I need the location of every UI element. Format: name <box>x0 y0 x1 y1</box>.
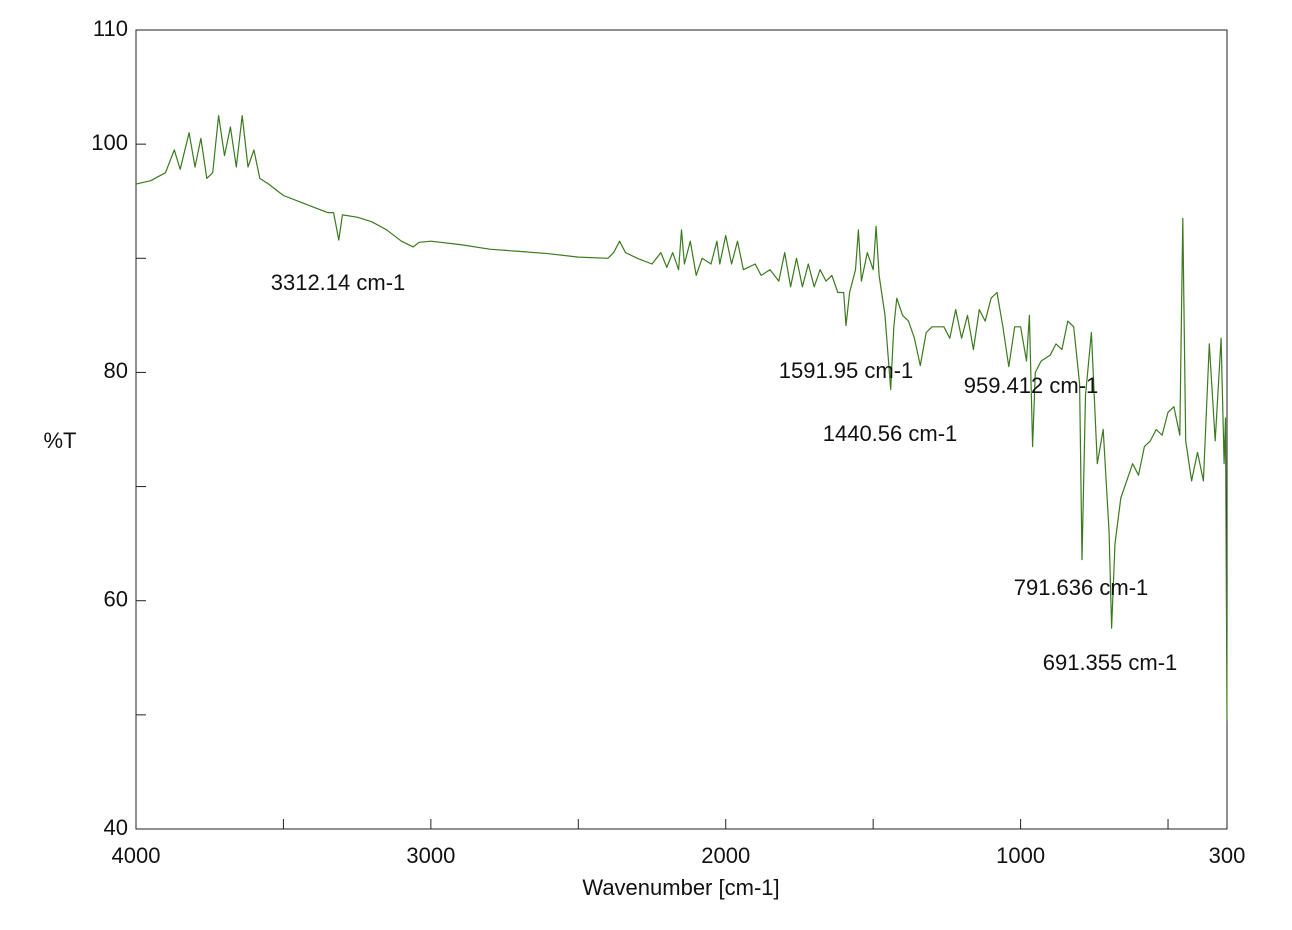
spectrum-line <box>135 115 1228 721</box>
y-tick-label: 110 <box>93 16 128 41</box>
x-tick-label: 1000 <box>996 843 1045 868</box>
peak-label: 959.412 cm-1 <box>964 373 1099 398</box>
x-tick-label: 3000 <box>406 843 455 868</box>
x-tick-label: 300 <box>1209 843 1246 868</box>
peak-label: 3312.14 cm-1 <box>271 270 406 295</box>
y-axis-label: %T <box>44 428 77 453</box>
peak-label: 1440.56 cm-1 <box>823 421 958 446</box>
y-tick-label: 80 <box>104 358 128 383</box>
y-tick-label: 100 <box>91 130 128 155</box>
x-axis-label: Wavenumber [cm-1] <box>582 875 779 900</box>
x-tick-label: 4000 <box>112 843 161 868</box>
plot-frame <box>135 29 1228 830</box>
x-tick-label: 2000 <box>701 843 750 868</box>
peak-label: 691.355 cm-1 <box>1043 650 1178 675</box>
peak-label: 791.636 cm-1 <box>1014 575 1149 600</box>
y-tick-label: 60 <box>104 587 128 612</box>
y-tick-label: 40 <box>104 815 128 840</box>
peak-label: 1591.95 cm-1 <box>779 358 914 383</box>
